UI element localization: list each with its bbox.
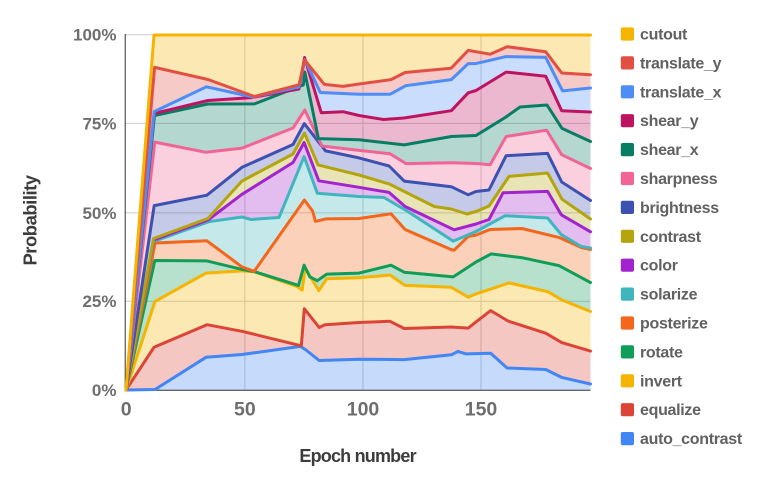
svg-text:Epoch number: Epoch number	[299, 446, 416, 466]
svg-text:100: 100	[347, 399, 380, 421]
svg-text:solarize: solarize	[640, 287, 698, 304]
svg-text:0%: 0%	[92, 381, 117, 400]
svg-text:color: color	[640, 258, 678, 275]
svg-text:brightness: brightness	[640, 200, 719, 217]
svg-text:75%: 75%	[82, 114, 116, 133]
svg-text:Probability: Probability	[20, 174, 41, 265]
svg-text:50%: 50%	[82, 204, 116, 223]
svg-text:cutout: cutout	[640, 27, 688, 44]
svg-text:rotate: rotate	[640, 344, 683, 361]
svg-text:translate_x: translate_x	[640, 84, 722, 101]
svg-text:25%: 25%	[82, 292, 116, 311]
svg-text:shear_y: shear_y	[640, 113, 699, 130]
svg-text:shear_x: shear_x	[640, 142, 699, 159]
svg-text:contrast: contrast	[640, 229, 702, 246]
svg-text:100%: 100%	[73, 26, 116, 45]
svg-text:50: 50	[234, 399, 256, 421]
svg-text:150: 150	[465, 399, 498, 421]
svg-text:sharpness: sharpness	[640, 171, 718, 188]
svg-text:equalize: equalize	[640, 402, 701, 419]
svg-text:translate_y: translate_y	[640, 55, 722, 72]
svg-text:invert: invert	[640, 373, 683, 390]
svg-text:0: 0	[121, 399, 132, 421]
svg-text:auto_contrast: auto_contrast	[640, 431, 743, 448]
svg-text:posterize: posterize	[640, 316, 708, 333]
